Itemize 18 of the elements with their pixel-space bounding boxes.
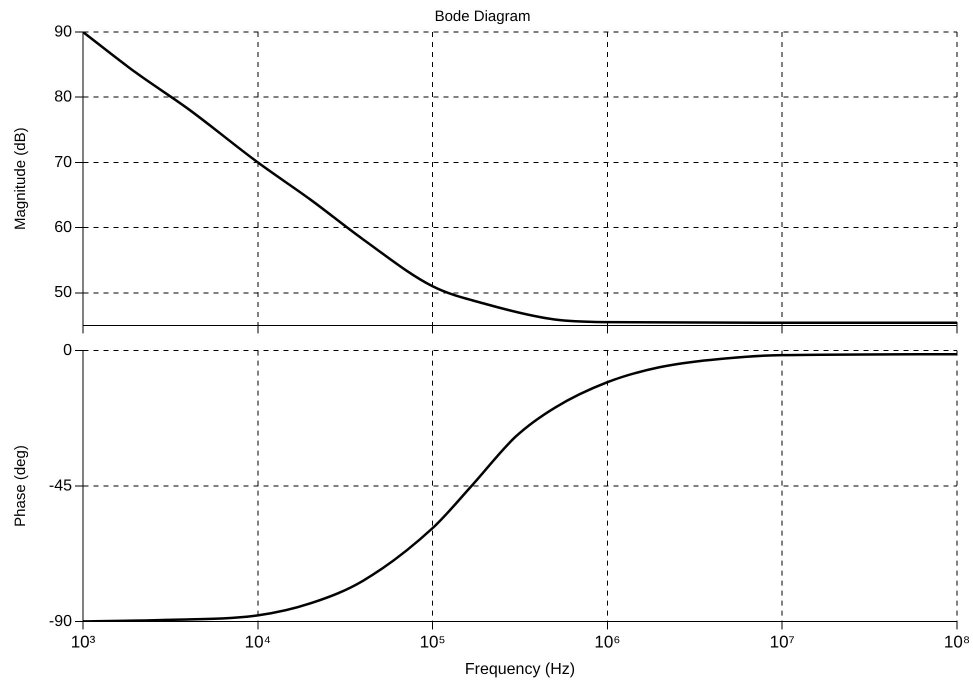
y-tick-label: 70 xyxy=(54,154,72,171)
x-tick-label: 10⁸ xyxy=(944,632,970,652)
x-tick-label: 10⁴ xyxy=(244,632,271,652)
y-tick-label: -90 xyxy=(48,612,72,630)
x-tick-label: 10⁷ xyxy=(770,632,795,652)
y-tick-label: 60 xyxy=(54,219,72,236)
y-tick-label: 90 xyxy=(54,23,72,40)
chart-title: Bode Diagram xyxy=(434,8,530,26)
y-tick-label: -45 xyxy=(48,477,72,494)
x-tick-label: 10⁶ xyxy=(594,632,620,652)
x-tick-label: 10³ xyxy=(70,632,96,652)
y-tick-label: 0 xyxy=(63,342,72,360)
y-axis-title: Phase (deg) xyxy=(12,445,30,527)
y-axis-title: Magnitude (dB) xyxy=(12,127,30,230)
x-tick-label: 10⁵ xyxy=(420,632,446,652)
y-tick-label: 80 xyxy=(54,88,72,106)
x-axis-title: Frequency (Hz) xyxy=(464,660,576,678)
y-tick-label: 50 xyxy=(54,284,72,302)
